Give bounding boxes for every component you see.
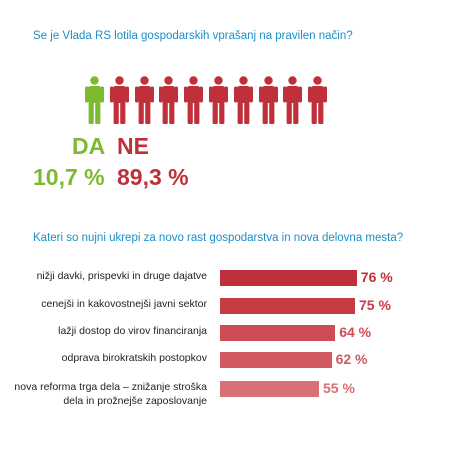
bar-chart: nižji davki, prispevki in druge dajatve 7… (0, 268, 450, 428)
people-pictogram (85, 76, 345, 124)
person-icon-no (159, 76, 179, 124)
person-icon-no (258, 76, 278, 124)
value-label: 64 % (339, 324, 372, 340)
category-label: cenejši in kakovostnejši javni sektor (41, 298, 207, 310)
category-label: lažji dostop do virov financiranja (58, 325, 207, 337)
bar (220, 270, 357, 286)
bar (220, 352, 332, 368)
bar (220, 298, 355, 314)
person-icon-no (184, 76, 204, 124)
person-icon-no (134, 76, 154, 124)
value-label: 75 % (359, 297, 391, 313)
no-label: NE (117, 133, 149, 159)
value-label: 76 % (360, 269, 393, 285)
category-label: odprava birokratskih postopkov (61, 352, 207, 364)
person-icon-no (109, 76, 129, 124)
category-label: nova reforma trga dela – znižanje strošk… (14, 381, 207, 407)
yes-label: DA (72, 133, 106, 159)
person-icon-no (233, 76, 253, 124)
person-icon-yes (85, 76, 104, 124)
yes-percentage: 10,7 % (33, 164, 105, 190)
person-icon-no (308, 76, 328, 124)
question-1: Se je Vlada RS lotila gospodarskih vpraš… (33, 30, 353, 42)
person-icon-no (209, 76, 228, 124)
no-percentage: 89,3 % (117, 164, 189, 190)
bar (220, 325, 336, 341)
person-icon-no (283, 76, 303, 124)
bar (220, 381, 319, 397)
category-label: nižji davki, prispevki in druge dajatve (36, 270, 207, 282)
question-2: Kateri so nujni ukrepi za novo rast gosp… (33, 232, 404, 244)
value-label: 62 % (335, 351, 368, 367)
value-label: 55 % (323, 380, 355, 396)
